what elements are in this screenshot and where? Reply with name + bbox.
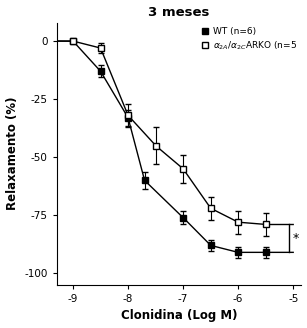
Y-axis label: Relaxamento (%): Relaxamento (%) <box>6 97 18 211</box>
X-axis label: Clonidina (Log M): Clonidina (Log M) <box>121 309 237 322</box>
Title: 3 meses: 3 meses <box>148 6 210 19</box>
Text: *: * <box>293 232 299 245</box>
Legend: WT (n=6), $\alpha_{2A}$/$\alpha_{2C}$ARKO (n=5: WT (n=6), $\alpha_{2A}$/$\alpha_{2C}$ARK… <box>200 27 297 52</box>
